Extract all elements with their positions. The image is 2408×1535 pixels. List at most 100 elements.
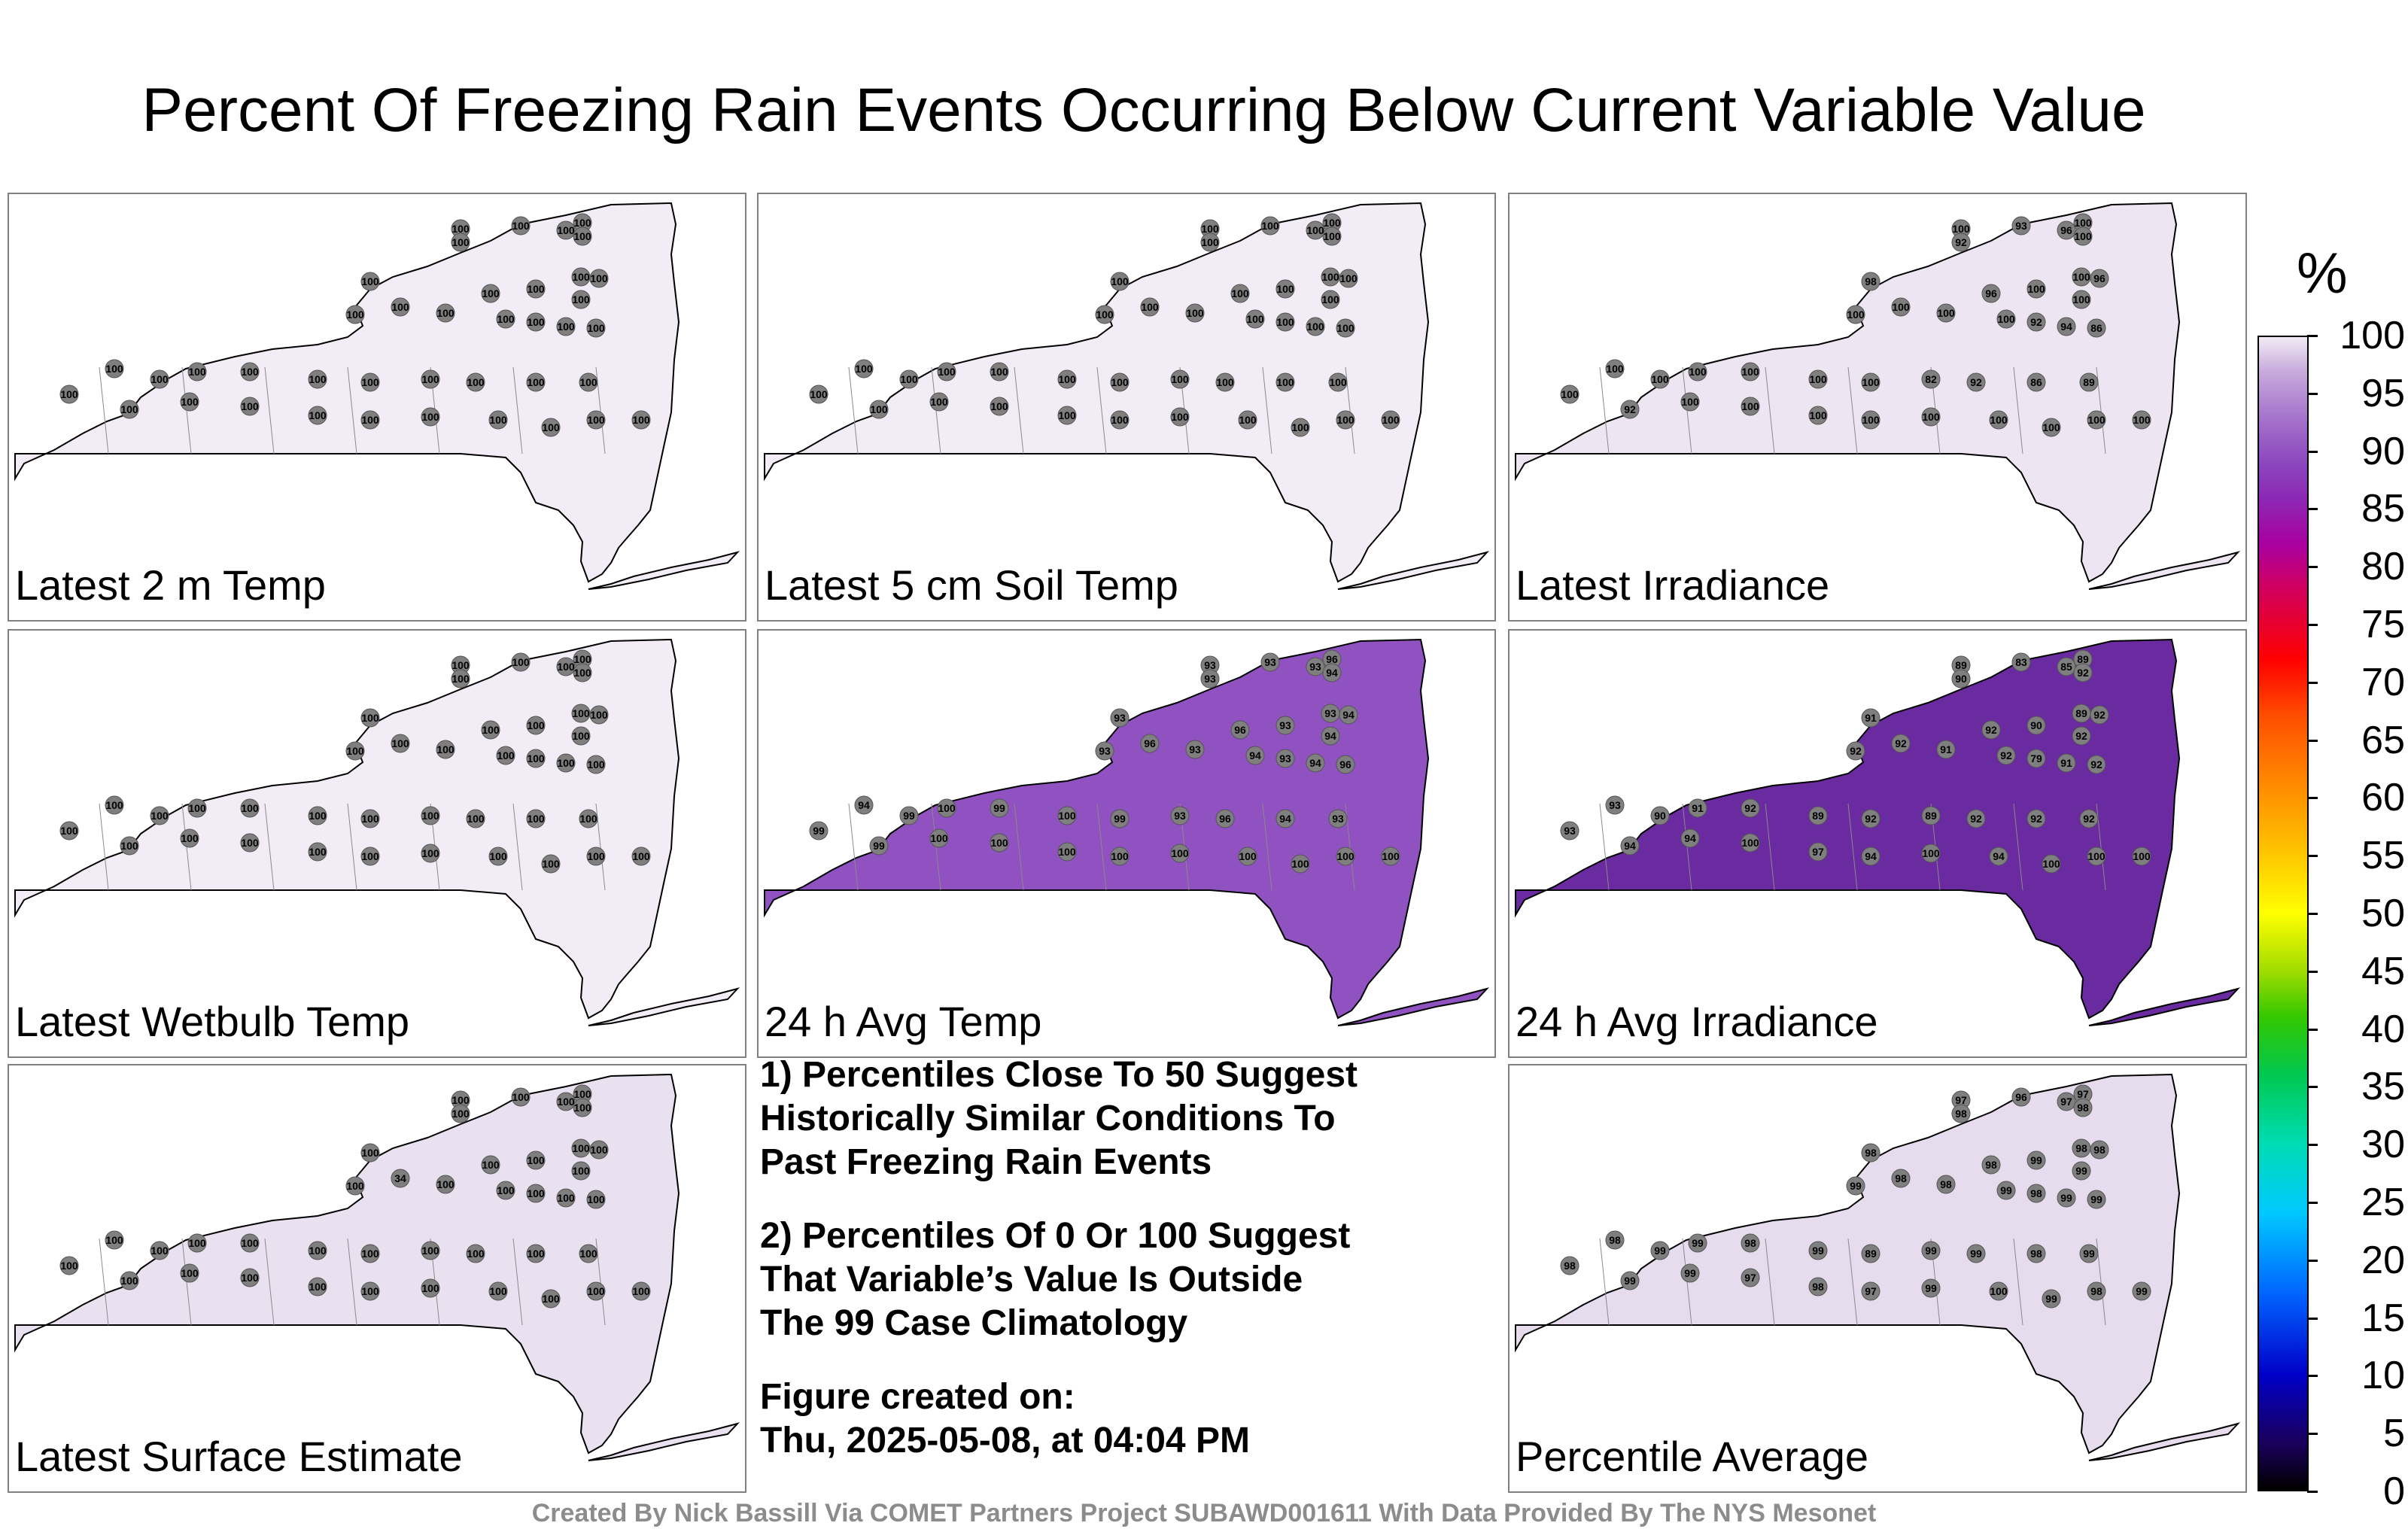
station-marker — [240, 362, 260, 381]
station-value: 100 — [1651, 373, 1669, 385]
colorbar-tick — [2307, 913, 2318, 915]
colorbar-tick — [2307, 1028, 2318, 1031]
long-island-outline — [588, 1422, 740, 1461]
station-value: 100 — [150, 373, 169, 385]
station-value: 100 — [1862, 414, 1880, 426]
station-marker — [308, 806, 327, 825]
state-map: 93 93 93 96 93 94 93 96 93 93 94 94 93 96 93 94 93 94 96 94… — [764, 638, 1490, 1026]
colorbar-tick — [2307, 1202, 2318, 1204]
station-marker — [929, 392, 949, 412]
station-marker — [579, 372, 598, 392]
station-marker — [421, 1278, 440, 1298]
station-value: 100 — [573, 1102, 591, 1114]
station-value: 100 — [1246, 313, 1264, 325]
station-marker — [1650, 369, 1670, 389]
station-marker — [2011, 652, 2031, 672]
station-value: 96 — [1144, 737, 1156, 749]
station-value: 100 — [542, 1293, 560, 1305]
station-marker — [180, 1263, 199, 1283]
station-marker — [1861, 1281, 1880, 1301]
station-value: 100 — [309, 810, 327, 822]
station-value: 100 — [527, 1248, 545, 1260]
station-value: 100 — [587, 758, 605, 771]
station-marker — [869, 400, 889, 419]
colorbar-tick — [2307, 450, 2318, 453]
station-value: 100 — [1809, 409, 1827, 421]
station-value: 93 — [1114, 712, 1126, 724]
station-marker — [1605, 795, 1625, 815]
station-marker — [1200, 669, 1220, 688]
colorbar-tick — [2307, 739, 2318, 742]
station-marker — [1846, 741, 1865, 761]
station-marker — [2090, 269, 2109, 288]
station-marker — [1275, 372, 1295, 392]
station-value: 96 — [1985, 287, 1997, 299]
station-value: 100 — [346, 745, 364, 757]
station-value: 99 — [2083, 1248, 2095, 1260]
station-marker — [59, 385, 79, 404]
station-value: 91 — [1692, 802, 1704, 814]
station-marker — [2026, 312, 2046, 332]
station-marker — [1981, 284, 2001, 303]
station-value: 89 — [1812, 810, 1824, 822]
station-value: 98 — [1564, 1260, 1576, 1272]
station-value: 100 — [105, 363, 123, 375]
station-marker — [1328, 809, 1348, 828]
station-value: 100 — [587, 322, 605, 334]
station-marker — [1110, 272, 1130, 291]
station-value: 98 — [2030, 1248, 2042, 1260]
station-value: 93 — [1332, 813, 1344, 825]
station-marker — [2087, 318, 2106, 338]
station-value: 100 — [573, 217, 591, 229]
station-value: 92 — [2077, 667, 2089, 679]
station-value: 100 — [557, 757, 575, 769]
station-marker — [1336, 318, 1355, 338]
station-value: 100 — [930, 832, 948, 844]
county-line — [1599, 366, 1610, 454]
station-value: 94 — [1326, 667, 1338, 679]
station-value: 100 — [938, 366, 956, 378]
station-marker — [2026, 1244, 2046, 1263]
station-marker — [929, 828, 949, 848]
station-marker — [105, 1230, 124, 1250]
station-value: 100 — [60, 825, 78, 837]
station-value: 100 — [1141, 301, 1159, 313]
station-value: 96 — [2015, 1091, 2027, 1103]
station-marker — [990, 362, 1009, 381]
station-value: 100 — [105, 799, 123, 811]
county-line — [1765, 366, 1775, 454]
colorbar-tick — [2307, 681, 2318, 684]
station-marker — [2057, 1188, 2076, 1208]
station-marker — [809, 385, 829, 404]
station-marker — [1989, 410, 2008, 430]
colorbar-tick-label: 0 — [2383, 1470, 2405, 1513]
colorbar-tick — [2307, 1259, 2318, 1262]
station-marker — [586, 410, 606, 430]
station-value: 99 — [2030, 1154, 2042, 1166]
station-value: 100 — [579, 1248, 597, 1260]
created-timestamp: Thu, 2025-05-08, at 04:04 PM — [760, 1421, 1250, 1461]
station-value: 98 — [1940, 1178, 1952, 1190]
station-value: 100 — [632, 850, 650, 862]
station-marker — [556, 220, 576, 240]
colorbar-tick — [2307, 624, 2318, 626]
station-marker — [1275, 279, 1295, 299]
station-marker — [526, 1184, 546, 1203]
colorbar-tick-label: 55 — [2361, 834, 2405, 878]
colorbar-tick-label: 85 — [2361, 487, 2405, 531]
station-marker — [1321, 290, 1340, 309]
station-marker — [2057, 753, 2076, 773]
station-value: 82 — [1925, 373, 1937, 385]
station-marker — [511, 216, 531, 236]
station-value: 100 — [870, 403, 888, 415]
station-value: 100 — [587, 850, 605, 862]
station-value: 100 — [421, 1282, 439, 1294]
station-value: 93 — [1324, 707, 1336, 719]
station-value: 98 — [1895, 1172, 1907, 1184]
station-value: 100 — [60, 1260, 78, 1272]
station-marker — [1170, 806, 1190, 825]
station-value: 100 — [855, 363, 873, 375]
long-island-outline — [2088, 551, 2241, 590]
station-value: 97 — [1865, 1285, 1877, 1297]
station-marker — [1861, 708, 1880, 728]
